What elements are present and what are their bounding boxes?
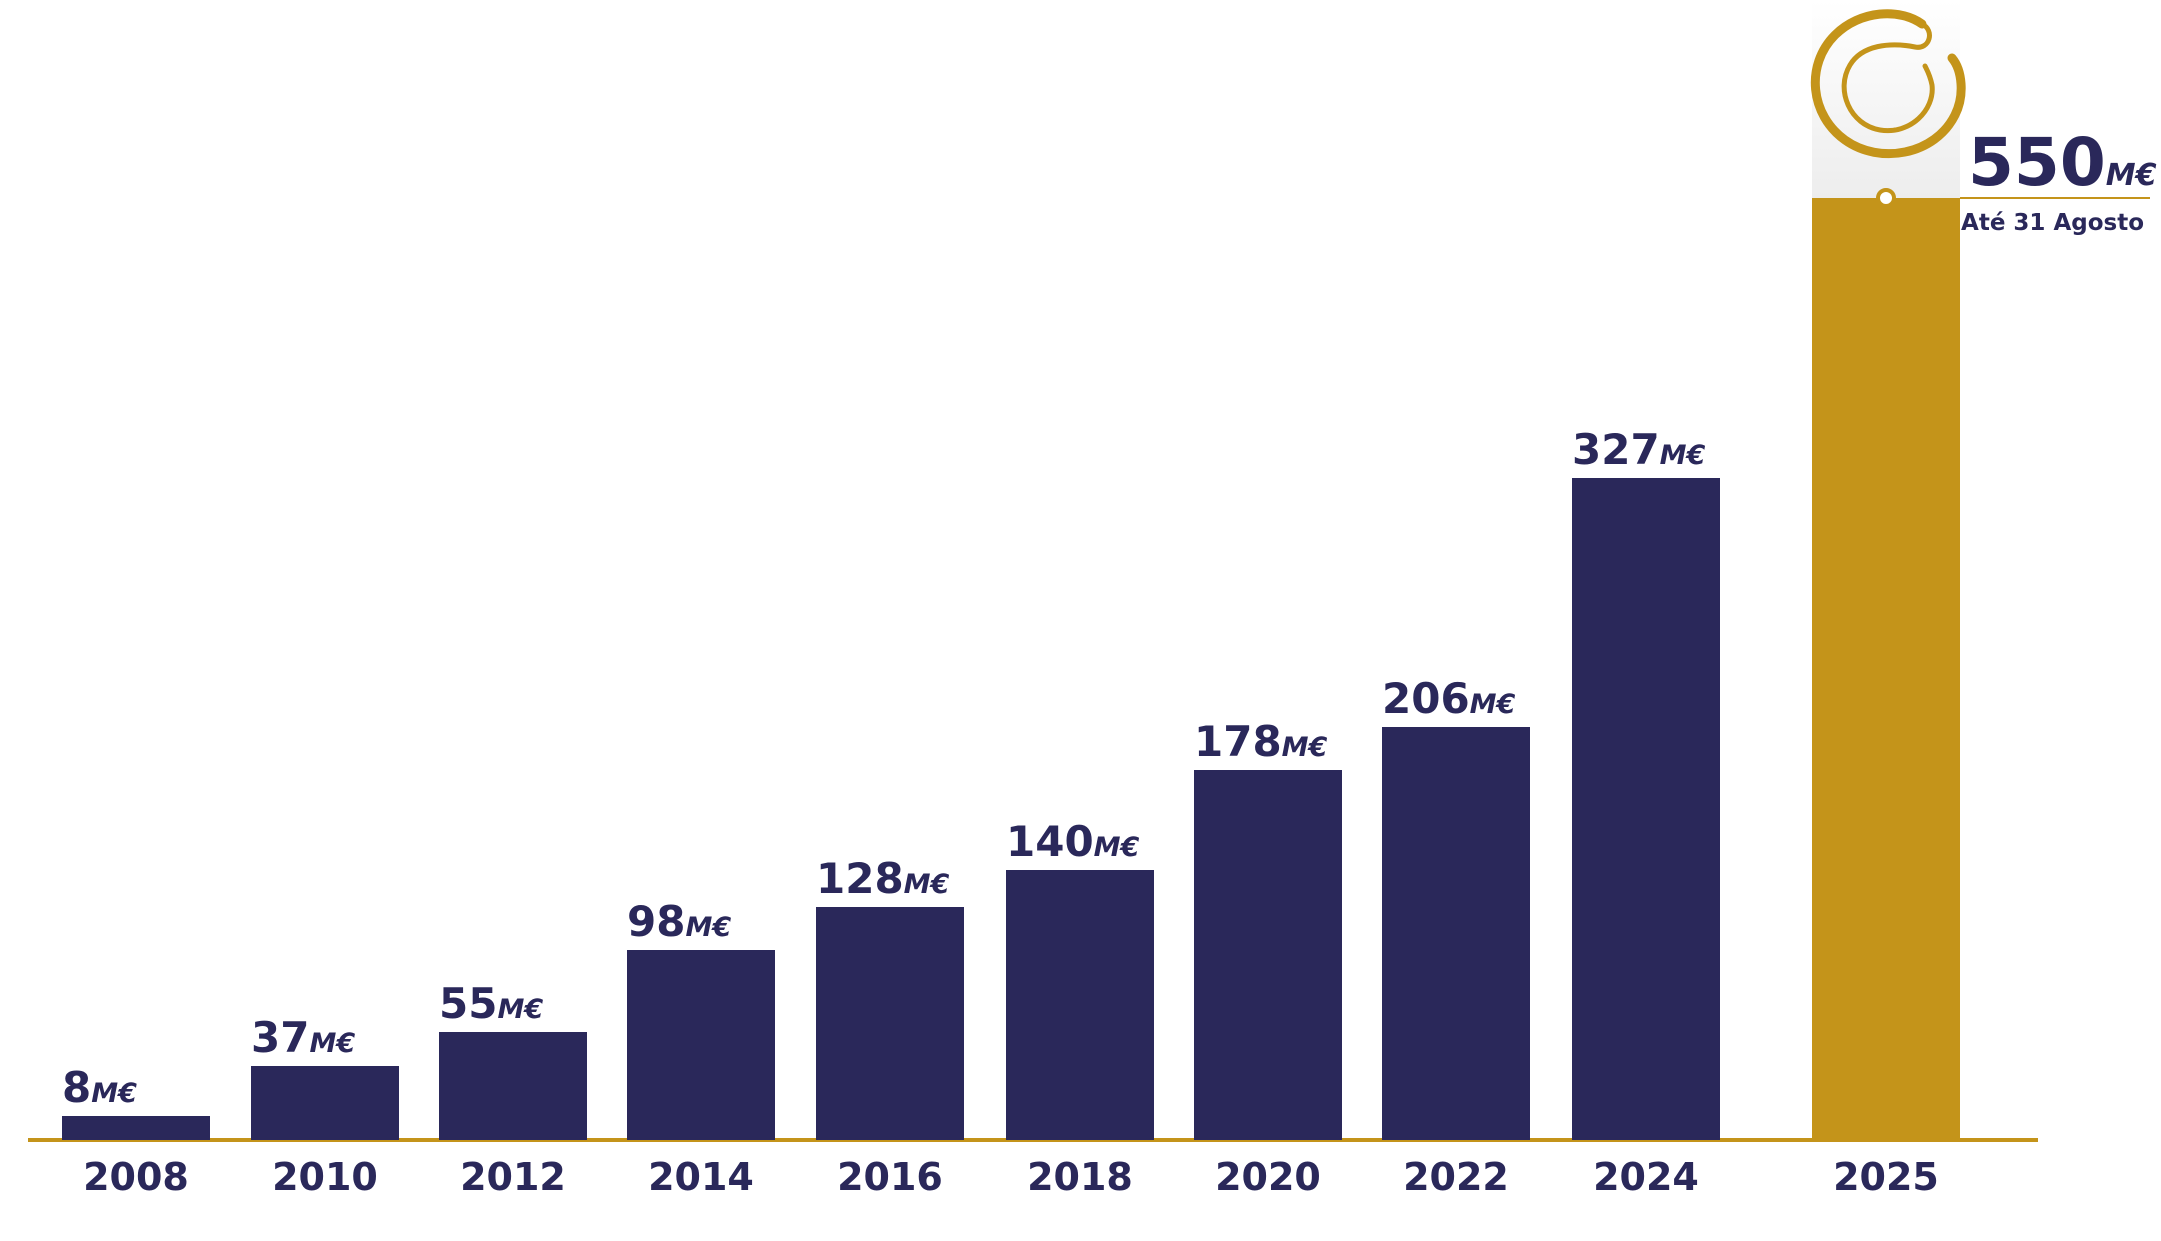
bar-2024 [1572, 478, 1720, 1140]
data-label-2014: 98M€ [627, 897, 731, 946]
x-tick-label: 2012 [460, 1155, 566, 1199]
highlight-note: Até 31 Agosto [1961, 210, 2144, 236]
data-label-2025: 550M€ [1968, 124, 2157, 201]
x-tick-label: 2025 [1833, 1155, 1939, 1199]
logo-icon [1810, 9, 1966, 159]
bar-2018 [1006, 870, 1154, 1140]
data-label-2012: 55M€ [439, 979, 543, 1028]
x-tick-label: 2010 [272, 1155, 378, 1199]
data-label-2016: 128M€ [816, 854, 950, 903]
x-tick-label: 2008 [83, 1155, 189, 1199]
x-tick-label: 2020 [1215, 1155, 1321, 1199]
bar-2022 [1382, 727, 1530, 1140]
bar-2016 [816, 907, 964, 1140]
data-label-2022: 206M€ [1382, 674, 1516, 723]
data-label-2018: 140M€ [1006, 817, 1140, 866]
bar-2008 [62, 1116, 210, 1140]
x-tick-label: 2022 [1403, 1155, 1509, 1199]
bar-2014 [627, 950, 775, 1140]
x-tick-label: 2018 [1027, 1155, 1133, 1199]
data-label-2020: 178M€ [1194, 717, 1328, 766]
data-label-2008: 8M€ [62, 1063, 137, 1112]
bar-2020 [1194, 770, 1342, 1140]
bar-2010 [251, 1066, 399, 1140]
data-label-2010: 37M€ [251, 1013, 355, 1062]
x-tick-label: 2014 [648, 1155, 754, 1199]
highlight-marker [1876, 188, 1896, 208]
data-label-2024: 327M€ [1572, 425, 1706, 474]
bar-2012 [439, 1032, 587, 1140]
bar-2025 [1812, 198, 1960, 1140]
x-tick-label: 2016 [837, 1155, 943, 1199]
x-tick-label: 2024 [1593, 1155, 1699, 1199]
